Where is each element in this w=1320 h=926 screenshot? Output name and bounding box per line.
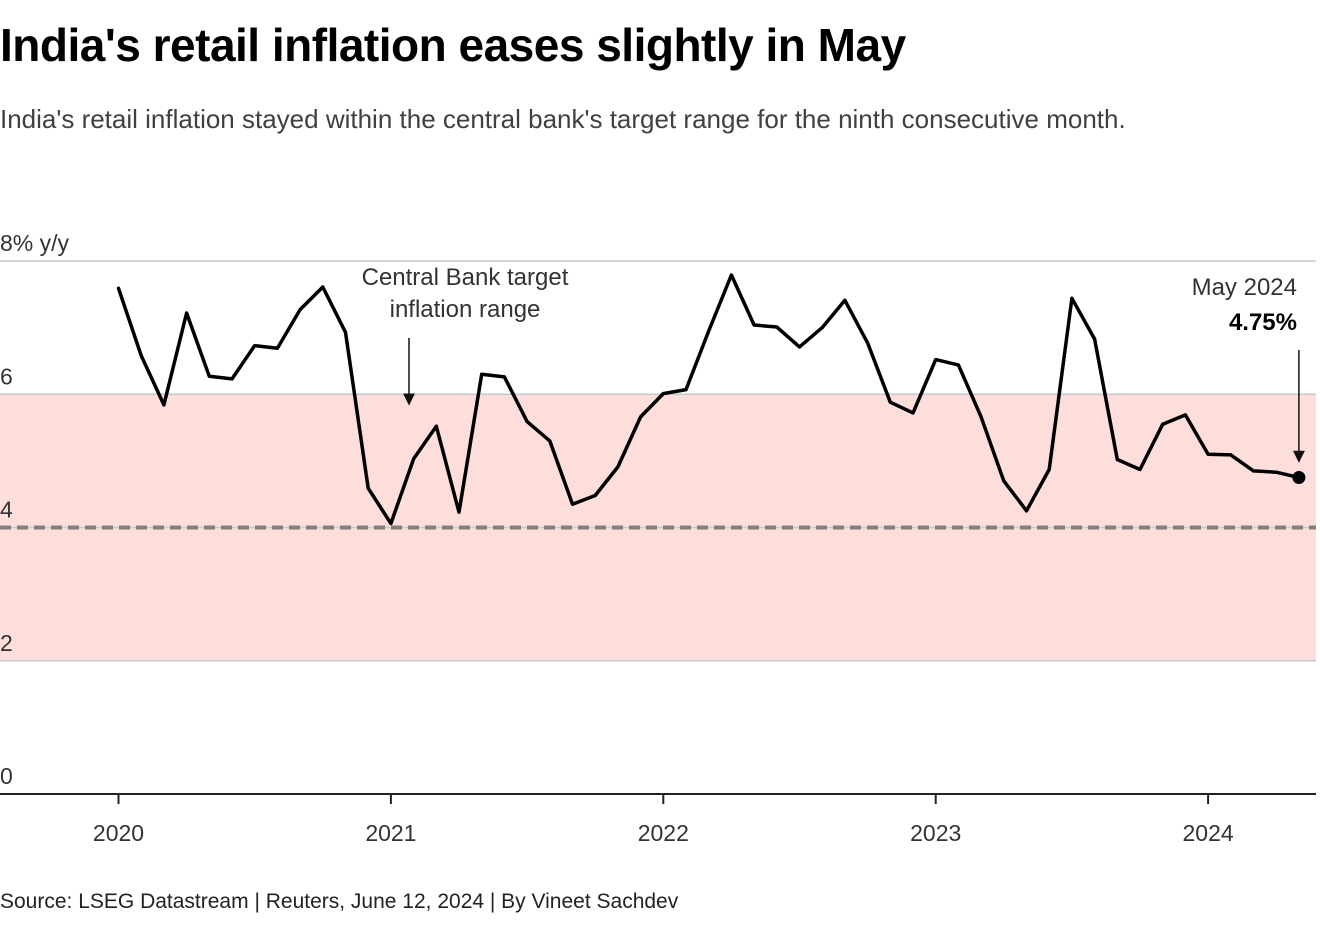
data-point bbox=[139, 354, 143, 358]
chart-title: India's retail inflation eases slightly … bbox=[0, 19, 906, 71]
data-point bbox=[956, 363, 960, 367]
y-tick-label: 2 bbox=[0, 630, 13, 656]
x-tick-label: 2020 bbox=[93, 820, 144, 846]
y-tick-label: 6 bbox=[0, 363, 13, 389]
data-point bbox=[798, 345, 801, 349]
chart-subtitle: India's retail inflation stayed within t… bbox=[0, 104, 1126, 134]
data-point bbox=[344, 330, 347, 334]
data-point bbox=[934, 358, 938, 362]
data-point bbox=[117, 286, 120, 290]
data-point bbox=[298, 308, 302, 312]
data-point bbox=[866, 341, 870, 345]
x-tick-label: 2024 bbox=[1183, 820, 1234, 846]
x-tick-label: 2023 bbox=[910, 820, 961, 846]
data-point bbox=[1070, 296, 1074, 300]
source-note: Source: LSEG Datastream | Reuters, June … bbox=[0, 890, 679, 913]
y-tick-label: 0 bbox=[0, 763, 13, 789]
data-point bbox=[707, 329, 711, 333]
data-point bbox=[1115, 458, 1119, 462]
y-tick-label: 8% y/y bbox=[0, 230, 70, 256]
data-point bbox=[275, 346, 279, 350]
data-point bbox=[548, 439, 552, 443]
data-point bbox=[888, 400, 892, 404]
data-point bbox=[457, 510, 461, 514]
data-point bbox=[1093, 337, 1097, 341]
range-annotation-line-1: Central Bank target bbox=[362, 264, 569, 291]
data-point bbox=[775, 325, 779, 329]
data-point bbox=[1138, 468, 1142, 472]
data-point bbox=[616, 465, 620, 469]
data-point bbox=[1206, 452, 1210, 456]
data-point bbox=[571, 502, 574, 506]
data-point bbox=[480, 372, 484, 376]
data-point bbox=[366, 486, 370, 490]
data-point bbox=[979, 415, 983, 419]
data-point bbox=[230, 377, 234, 381]
data-point bbox=[389, 522, 393, 526]
data-point bbox=[1183, 413, 1187, 417]
y-tick-label: 4 bbox=[0, 497, 13, 523]
latest-value-label: 4.75% bbox=[1229, 309, 1297, 336]
data-point bbox=[752, 323, 756, 327]
data-point bbox=[1047, 468, 1051, 472]
data-point bbox=[525, 420, 529, 424]
data-point bbox=[185, 311, 189, 315]
data-point bbox=[911, 411, 915, 415]
x-tick-label: 2021 bbox=[365, 820, 416, 846]
range-annotation-line-2: inflation range bbox=[390, 296, 541, 323]
data-point bbox=[593, 494, 597, 498]
data-point bbox=[1161, 422, 1165, 426]
data-point bbox=[1252, 469, 1255, 473]
data-point bbox=[434, 424, 438, 428]
data-point bbox=[162, 403, 166, 407]
data-point bbox=[661, 392, 665, 396]
data-point bbox=[412, 457, 416, 461]
data-point bbox=[1274, 470, 1278, 474]
data-point bbox=[321, 285, 325, 289]
data-point bbox=[729, 273, 733, 277]
data-point bbox=[843, 298, 847, 302]
data-point bbox=[502, 375, 506, 379]
data-point bbox=[1025, 509, 1028, 513]
data-point bbox=[639, 415, 643, 419]
latest-point-marker bbox=[1292, 471, 1306, 485]
latest-date-label: May 2024 bbox=[1192, 274, 1297, 301]
x-tick-label: 2022 bbox=[638, 820, 689, 846]
data-point bbox=[684, 388, 688, 392]
data-point bbox=[253, 344, 257, 348]
data-point bbox=[1229, 453, 1233, 457]
data-point bbox=[207, 374, 211, 378]
data-point bbox=[1002, 479, 1006, 483]
data-point bbox=[820, 326, 824, 330]
